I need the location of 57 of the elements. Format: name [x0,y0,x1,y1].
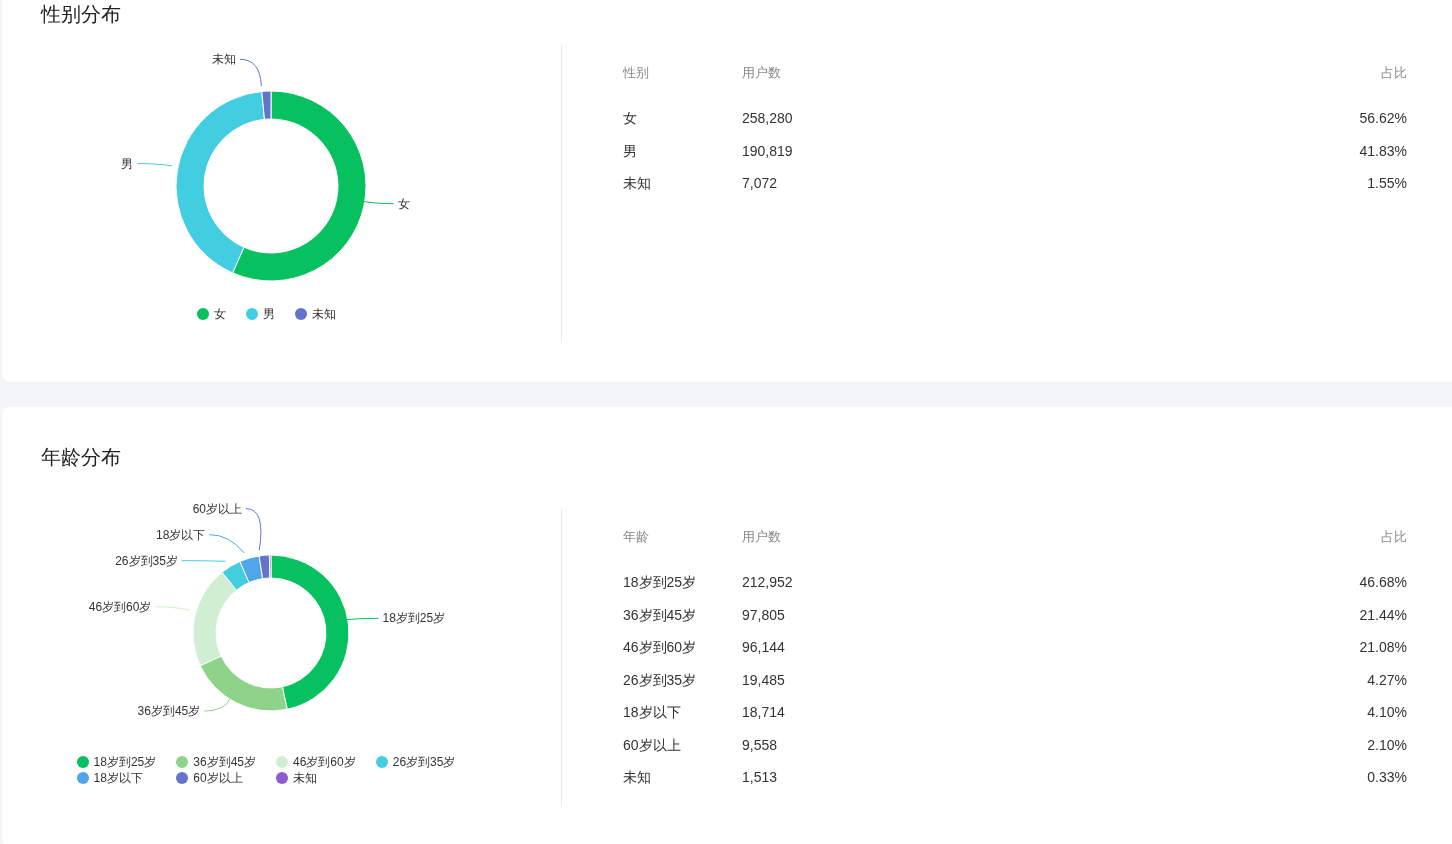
slice-label: 26岁到35岁 [115,553,178,568]
legend-label: 26岁到35岁 [392,755,456,769]
slice-label: 18岁以下 [156,527,206,542]
text: 9,558 [742,736,778,753]
legend-label: 18岁到25岁 [93,755,157,769]
text: 36岁到45岁 [623,606,697,623]
text: 190,819 [742,142,793,159]
text: 男 [623,142,637,159]
text: 18岁以下 [623,704,681,720]
text: 19,485 [742,671,785,688]
text: 用户数 [742,529,781,544]
text: 2.10% [1367,736,1407,753]
slice-label: 18岁到25岁 [382,611,446,626]
text: 未知 [623,769,651,785]
text: 未知 [623,175,651,191]
text: 占比 [1381,529,1407,544]
text: 0.33% [1367,769,1407,785]
slice-label: 60岁以上 [192,501,242,516]
text: 7,072 [742,175,778,191]
text: 18,714 [742,704,785,720]
text: 4.27% [1367,671,1407,688]
text: 97,805 [742,606,785,623]
text: 年龄 [623,529,649,544]
text: 4.10% [1367,704,1407,720]
text: 21.08% [1359,639,1407,655]
chart-title: 年龄分布 [41,446,121,468]
chart-title: 性别分布 [41,3,121,25]
slice-label: 36岁到45岁 [137,704,201,719]
legend-label: 46岁到60岁 [293,755,356,769]
text: 女 [623,110,637,126]
text: 26岁到35岁 [623,671,697,688]
slice-label: 46岁到60岁 [88,599,152,614]
slice-label: 女 [397,196,410,211]
legend-label: 18岁以下 [93,771,143,785]
legend-label: 女 [213,307,226,321]
text: 46.68% [1359,574,1407,590]
text: 用户数 [742,65,781,80]
text: 21.44% [1359,606,1407,623]
text: 1,513 [742,769,778,785]
legend-label: 未知 [293,771,317,785]
slice-label: 未知 [212,52,237,67]
text: 258,280 [742,110,793,126]
text: 56.62% [1359,110,1407,126]
legend-label: 36岁到45岁 [193,755,256,769]
text: 性别 [623,65,649,80]
text: 41.83% [1359,142,1407,159]
legend-label: 未知 [311,307,336,321]
legend-label: 60岁以上 [193,771,243,785]
legend-label: 男 [262,307,275,321]
text: 46岁到60岁 [623,639,697,655]
text: 1.55% [1367,175,1407,191]
text: 18岁到25岁 [623,574,697,590]
slice-label: 男 [121,156,134,171]
text: 96,144 [742,639,785,655]
text: 212,952 [742,574,793,590]
text: 占比 [1381,65,1407,80]
text: 60岁以上 [623,736,681,753]
